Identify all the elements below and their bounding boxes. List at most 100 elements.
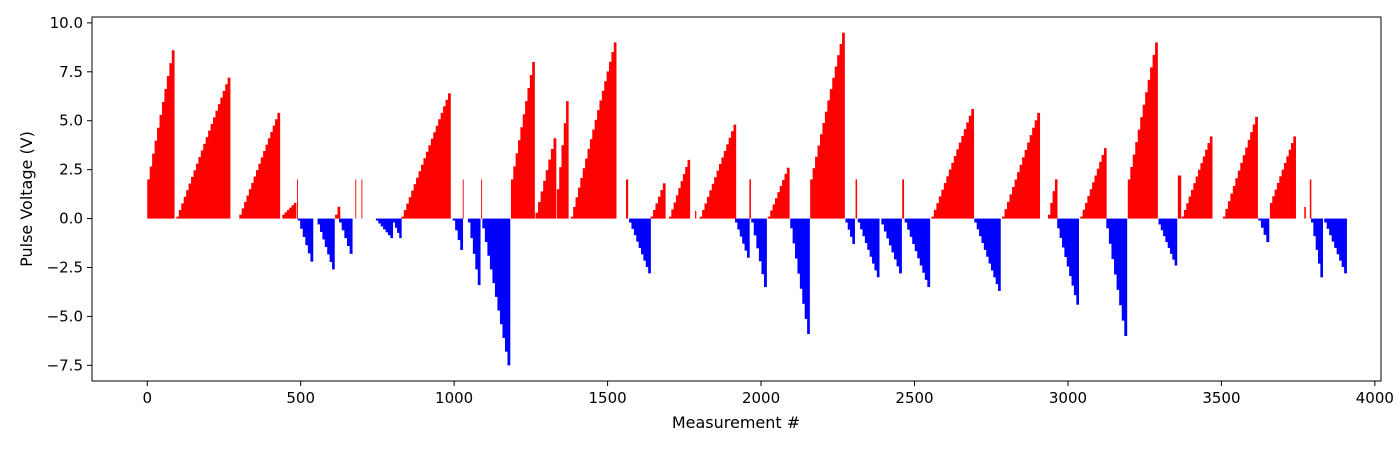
positive-pulse-bar [1255,116,1258,219]
positive-pulse-bar [966,122,970,219]
positive-pulse-bar [251,182,254,219]
positive-pulse-bar [1089,189,1093,219]
positive-pulse-bar [253,176,257,219]
positive-pulse-bar [971,108,975,219]
positive-pulse-bar [227,77,231,219]
positive-pulse-bar [147,179,150,219]
x-axis-ticks: 0 500 1000 1500 2000 2500 3000 3500 4000 [142,381,1394,407]
negative-pulse-bar [452,218,456,221]
negative-pulse-bar [648,218,651,274]
negative-pulse-bar [807,218,810,335]
positive-pulse-bar [161,101,165,219]
positive-pulse-bar [611,52,615,219]
negative-pulse-bar [489,218,493,270]
positive-pulse-bar [597,110,600,219]
negative-pulse-bar [499,218,503,325]
positive-pulse-bar [1127,179,1131,219]
y-tick-label: 2.5 [59,161,83,179]
positive-pulse-bar [1130,166,1134,219]
positive-pulse-bar [1135,142,1139,219]
positive-pulse-bar [188,183,192,219]
negative-pulse-bar [872,218,875,264]
positive-pulse-bar [709,190,713,219]
positive-pulse-bar [291,205,295,219]
negative-pulse-bar [988,218,992,264]
positive-pulse-bar [726,144,729,219]
positive-pulse-bar [293,202,297,219]
negative-pulse-bar [1059,218,1063,238]
positive-pulse-bar [166,76,170,219]
negative-pulse-bar [795,218,798,259]
positive-pulse-bar [481,179,483,219]
positive-pulse-bar [1276,182,1280,219]
positive-pulse-bar [1281,169,1285,219]
negative-pulse-bar [983,218,987,250]
x-axis-label: Measurement # [672,413,800,432]
positive-pulse-bar [275,119,278,219]
negative-pulse-bar [1339,218,1342,261]
positive-pulse-bar [592,129,595,219]
positive-pulse-bar [953,156,957,219]
negative-pulse-bar [1258,218,1262,221]
negative-pulse-bar [297,218,301,221]
positive-pulse-bar [1012,186,1015,219]
positive-pulse-bar [810,179,813,219]
negative-pulse-bar [475,218,479,270]
positive-pulse-bar [289,207,292,219]
positive-pulse-bar [772,204,776,219]
negative-pulse-bar [869,218,873,257]
positive-pulse-bar [1225,208,1229,219]
negative-pulse-bar [891,218,895,253]
positive-pulse-bar [423,158,427,219]
positive-pulse-bar [1145,92,1148,219]
positive-pulse-bar [599,100,603,219]
positive-pulse-bar [678,188,681,219]
positive-pulse-bar [152,153,155,219]
negative-pulse-bar [383,218,386,230]
positive-pulse-bar [1245,147,1249,219]
positive-pulse-bar [284,212,288,219]
positive-pulse-bar [408,197,412,219]
positive-pulse-bar [606,71,610,219]
negative-pulse-bar [645,218,649,268]
negative-pulse-bar [477,218,481,286]
positive-pulse-bar [1052,191,1056,219]
y-tick-label: 10.0 [50,14,83,32]
negative-pulse-bar [1174,218,1178,266]
positive-pulse-bar [855,179,858,219]
negative-pulse-bar [305,218,309,246]
positive-pulse-bar [1150,67,1153,219]
negative-pulse-bar [467,218,471,223]
positive-pulse-bar [335,214,338,219]
positive-pulse-bar [215,110,219,219]
positive-pulse-bar [553,138,557,219]
negative-pulse-bar [739,218,743,237]
positive-pulse-bar [1147,79,1151,219]
negative-pulse-bar [804,218,808,319]
positive-pulse-bar [1279,176,1282,219]
positive-pulse-bar [1099,161,1102,219]
positive-pulse-bar [706,196,710,219]
negative-pulse-bar [484,218,488,243]
positive-pulse-bar [525,101,528,219]
negative-pulse-bar [641,218,644,255]
positive-pulse-bar [582,168,586,219]
positive-pulse-bar [671,209,674,219]
positive-pulse-bar [411,190,414,219]
positive-pulse-bar [418,171,422,219]
negative-pulse-bar [346,218,350,246]
negative-pulse-bar [909,218,913,237]
negative-pulse-bar [341,218,345,231]
negative-pulse-bar [1163,218,1166,237]
negative-pulse-bar [744,218,748,251]
positive-pulse-bar [1195,176,1199,219]
x-tick-label: 0 [142,389,152,407]
negative-pulse-bar [1326,218,1330,229]
positive-pulse-bar [1209,136,1213,219]
positive-pulse-bar [462,179,464,219]
positive-pulse-bar [244,201,247,219]
negative-pulse-bar [862,218,866,237]
negative-pulse-bar [847,218,851,230]
negative-pulse-bar [472,218,476,254]
